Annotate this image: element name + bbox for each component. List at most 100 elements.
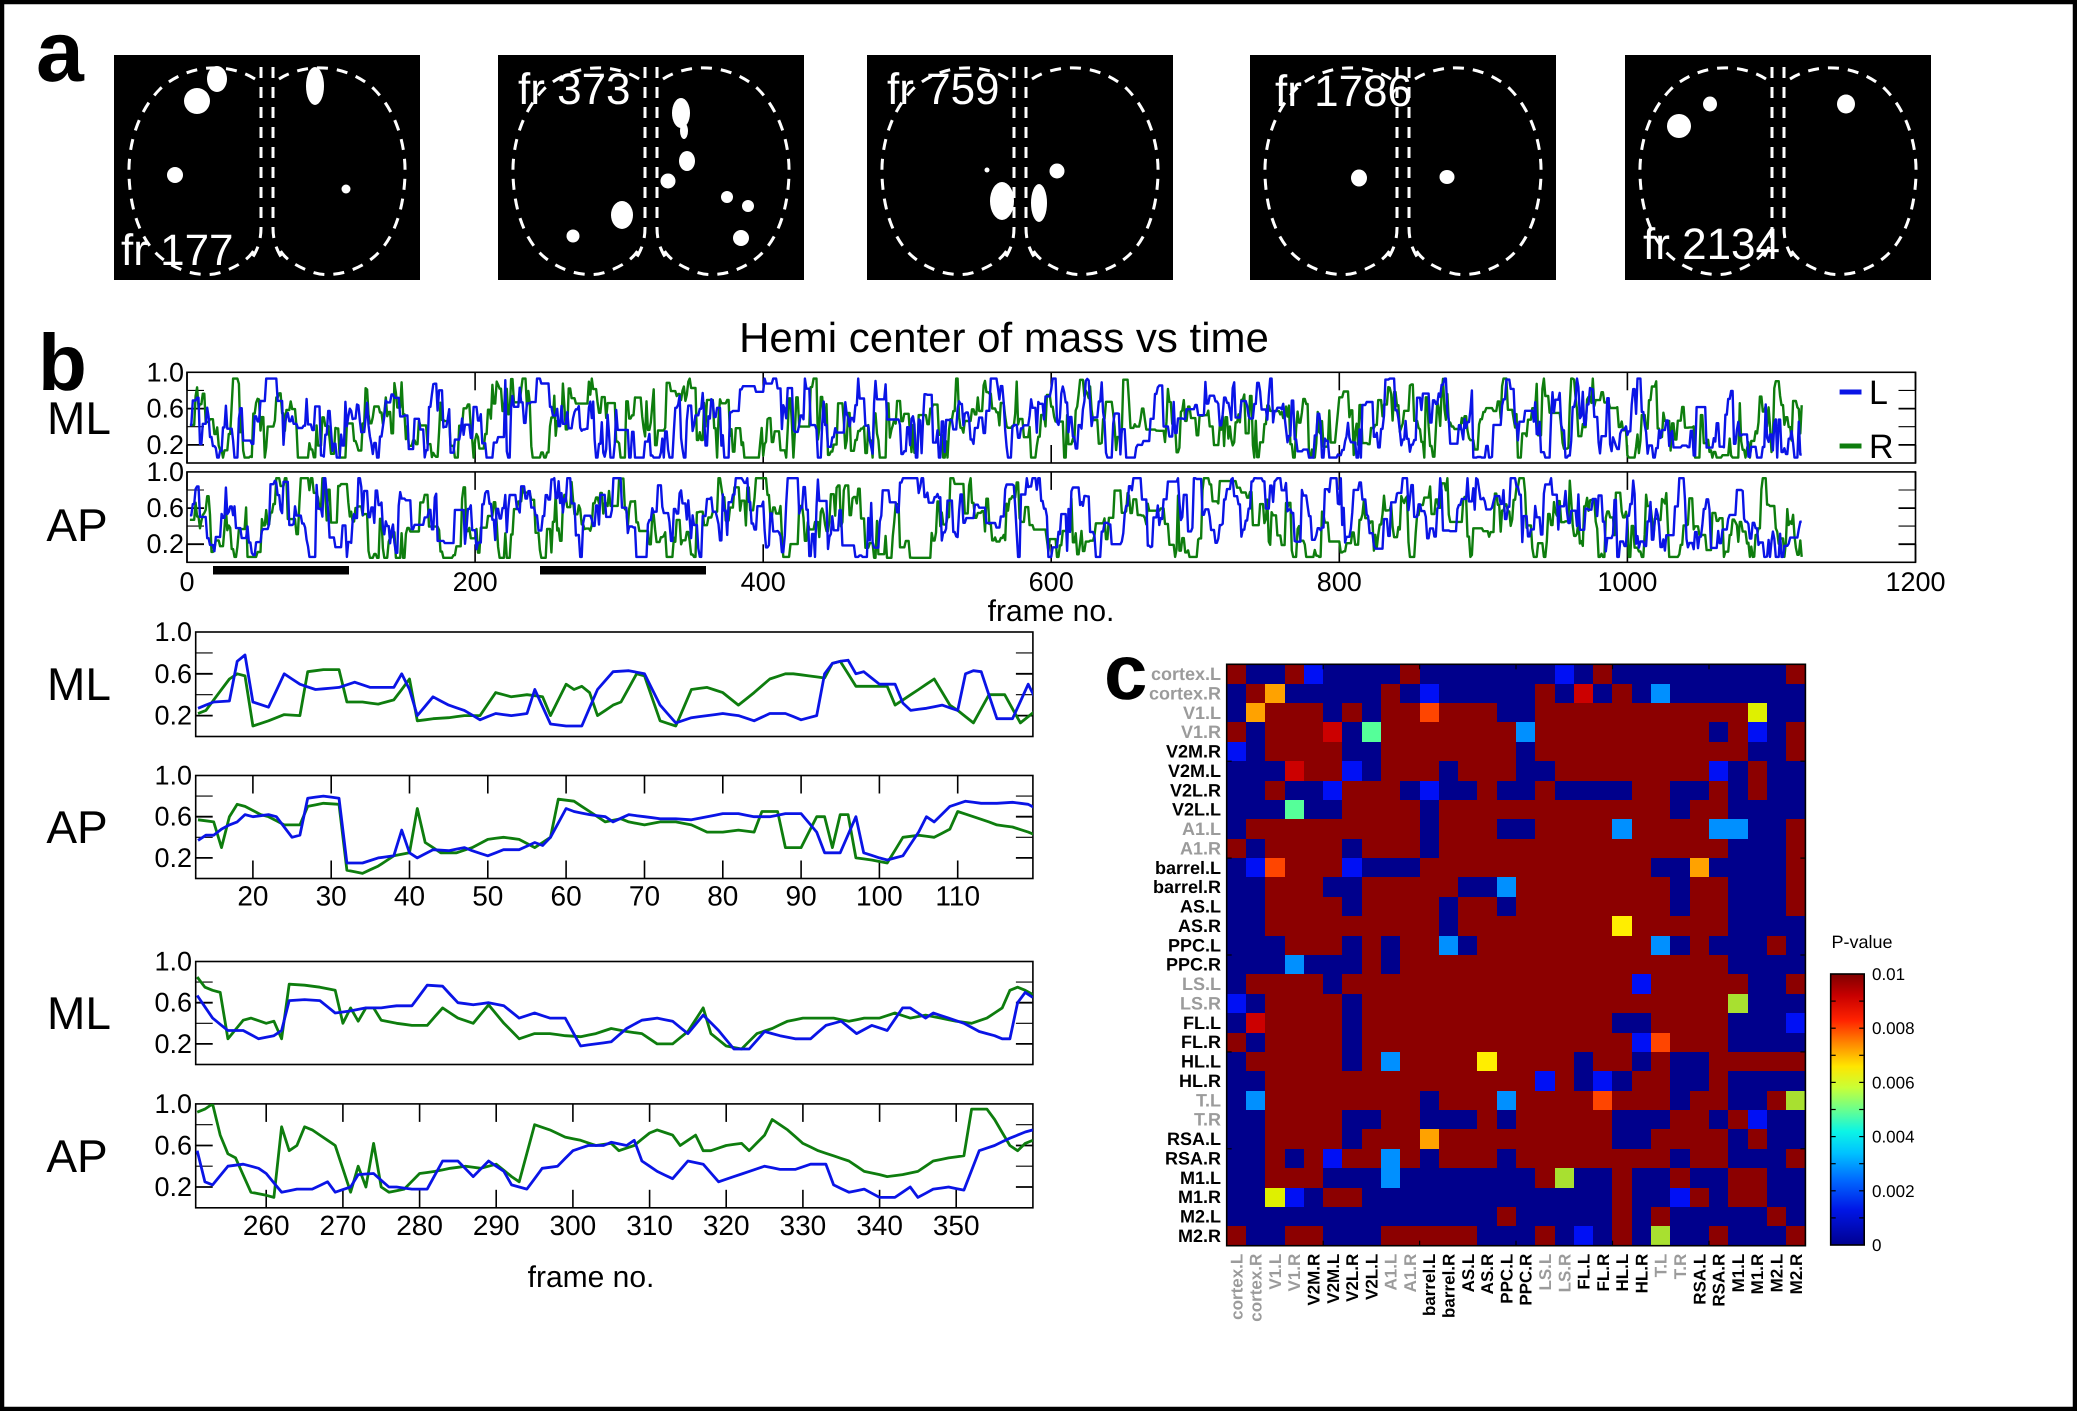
svg-text:320: 320 (703, 1210, 750, 1241)
svg-text:280: 280 (396, 1210, 443, 1241)
svg-text:V2M.R: V2M.R (1305, 1254, 1324, 1306)
svg-text:cortex.L: cortex.L (1151, 664, 1221, 684)
svg-text:290: 290 (473, 1210, 520, 1241)
svg-text:a: a (36, 4, 85, 100)
svg-text:600: 600 (1029, 567, 1074, 597)
svg-text:V2M.L: V2M.L (1168, 761, 1221, 781)
svg-text:1000: 1000 (1597, 567, 1657, 597)
svg-text:AS.L: AS.L (1180, 897, 1221, 917)
svg-text:RSA.R: RSA.R (1710, 1254, 1729, 1307)
svg-text:310: 310 (626, 1210, 673, 1241)
svg-text:fr 759: fr 759 (887, 65, 1000, 114)
svg-text:P-value: P-value (1831, 932, 1892, 952)
svg-text:fr 2134: fr 2134 (1643, 220, 1780, 269)
svg-text:110: 110 (935, 881, 980, 912)
svg-text:A1.R: A1.R (1401, 1254, 1420, 1293)
svg-text:V2L.R: V2L.R (1343, 1254, 1362, 1302)
svg-text:c: c (1104, 628, 1147, 716)
svg-text:0.6: 0.6 (146, 394, 184, 424)
svg-text:400: 400 (741, 567, 786, 597)
svg-text:AS.R: AS.R (1478, 1254, 1497, 1295)
svg-text:AS.L: AS.L (1459, 1254, 1478, 1293)
svg-text:50: 50 (472, 881, 503, 912)
svg-text:frame no.: frame no. (528, 1261, 655, 1294)
svg-text:M2.L: M2.L (1180, 1207, 1221, 1227)
svg-text:0.008: 0.008 (1872, 1019, 1915, 1038)
svg-text:fr 177: fr 177 (121, 226, 234, 275)
svg-text:260: 260 (243, 1210, 290, 1241)
svg-text:RSA.R: RSA.R (1165, 1149, 1221, 1169)
svg-text:LS.L: LS.L (1536, 1254, 1555, 1291)
svg-text:barrel.R: barrel.R (1440, 1254, 1459, 1318)
svg-text:0.2: 0.2 (146, 529, 184, 559)
svg-text:1.0: 1.0 (146, 457, 184, 487)
svg-text:PPC.R: PPC.R (1517, 1254, 1536, 1306)
svg-text:0.004: 0.004 (1872, 1128, 1915, 1147)
svg-text:T.L: T.L (1196, 1090, 1221, 1110)
svg-text:T.R: T.R (1194, 1110, 1221, 1130)
svg-text:ML: ML (47, 987, 111, 1039)
svg-text:LS.R: LS.R (1180, 993, 1221, 1013)
svg-text:barrel.L: barrel.L (1420, 1254, 1439, 1316)
svg-text:A1.R: A1.R (1180, 838, 1221, 858)
svg-text:0.006: 0.006 (1872, 1073, 1915, 1092)
svg-text:0.6: 0.6 (154, 988, 192, 1018)
svg-text:HL.R: HL.R (1632, 1254, 1651, 1294)
svg-text:V2M.L: V2M.L (1324, 1254, 1343, 1304)
svg-text:V2M.R: V2M.R (1166, 742, 1221, 762)
svg-text:0.2: 0.2 (154, 843, 192, 873)
svg-text:V2L.L: V2L.L (1362, 1254, 1381, 1300)
svg-text:FL.R: FL.R (1594, 1254, 1613, 1292)
svg-text:AP: AP (46, 499, 107, 551)
svg-text:FL.R: FL.R (1181, 1032, 1221, 1052)
svg-text:1200: 1200 (1885, 567, 1945, 597)
svg-text:0.6: 0.6 (146, 493, 184, 523)
svg-text:HL.L: HL.L (1613, 1254, 1632, 1292)
svg-text:0.2: 0.2 (154, 701, 192, 731)
svg-text:RSA.L: RSA.L (1690, 1254, 1709, 1305)
svg-text:fr 1786: fr 1786 (1275, 67, 1412, 116)
svg-text:100: 100 (856, 881, 903, 912)
svg-text:800: 800 (1317, 567, 1362, 597)
svg-text:Hemi center of mass vs time: Hemi center of mass vs time (739, 314, 1269, 361)
svg-text:0.01: 0.01 (1872, 965, 1905, 984)
svg-text:0.6: 0.6 (154, 659, 192, 689)
svg-text:30: 30 (316, 881, 347, 912)
svg-text:M2.R: M2.R (1787, 1254, 1806, 1295)
svg-text:HL.R: HL.R (1179, 1071, 1221, 1091)
svg-text:1.0: 1.0 (154, 617, 192, 647)
svg-text:0: 0 (1872, 1236, 1881, 1255)
svg-text:M2.L: M2.L (1768, 1254, 1787, 1293)
svg-text:M1.L: M1.L (1180, 1168, 1221, 1188)
svg-text:AP: AP (46, 1130, 107, 1182)
svg-text:90: 90 (786, 881, 817, 912)
svg-text:cortex.L: cortex.L (1227, 1254, 1246, 1320)
svg-text:330: 330 (780, 1210, 827, 1241)
svg-text:M1.R: M1.R (1748, 1254, 1767, 1295)
svg-text:V1.L: V1.L (1183, 703, 1221, 723)
svg-text:M2.R: M2.R (1178, 1226, 1221, 1246)
svg-text:V1.R: V1.R (1181, 722, 1221, 742)
svg-text:70: 70 (629, 881, 660, 912)
svg-text:LS.R: LS.R (1555, 1254, 1574, 1293)
svg-text:80: 80 (707, 881, 738, 912)
svg-text:barrel.R: barrel.R (1153, 877, 1221, 897)
svg-text:AP: AP (46, 801, 107, 853)
svg-text:0.2: 0.2 (154, 1172, 192, 1202)
svg-text:V1.R: V1.R (1285, 1254, 1304, 1292)
svg-text:AS.R: AS.R (1178, 916, 1221, 936)
svg-text:1.0: 1.0 (154, 761, 192, 791)
svg-text:PPC.R: PPC.R (1166, 955, 1221, 975)
svg-text:A1.L: A1.L (1382, 1254, 1401, 1291)
svg-text:HL.L: HL.L (1181, 1052, 1221, 1072)
svg-text:270: 270 (320, 1210, 367, 1241)
svg-text:40: 40 (394, 881, 425, 912)
svg-text:20: 20 (237, 881, 268, 912)
svg-text:fr 373: fr 373 (518, 65, 631, 114)
svg-text:1.0: 1.0 (146, 357, 184, 387)
svg-text:b: b (38, 318, 87, 407)
svg-text:V2L.R: V2L.R (1170, 780, 1221, 800)
svg-text:T.L: T.L (1652, 1254, 1671, 1278)
svg-text:0: 0 (179, 567, 194, 597)
svg-text:PPC.L: PPC.L (1497, 1254, 1516, 1304)
